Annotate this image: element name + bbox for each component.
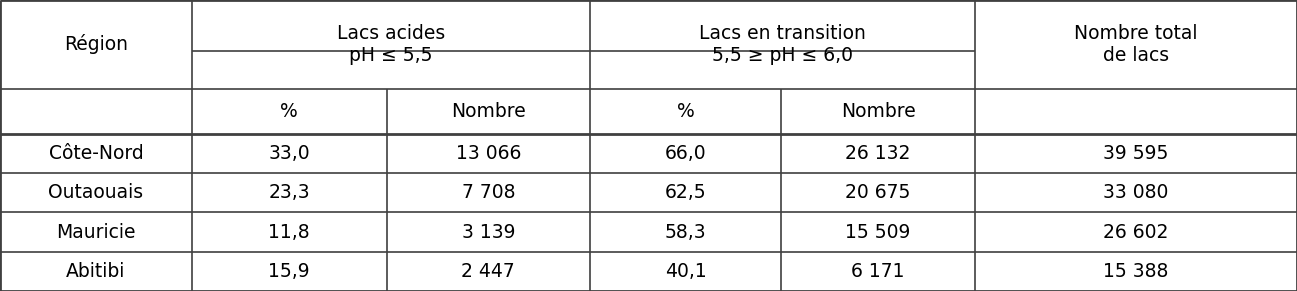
Text: 23,3: 23,3	[268, 183, 310, 202]
Text: 26 132: 26 132	[846, 144, 910, 163]
Text: 39 595: 39 595	[1104, 144, 1169, 163]
Text: %: %	[280, 102, 298, 121]
Text: Abitibi: Abitibi	[66, 262, 126, 281]
Text: Outaouais: Outaouais	[48, 183, 144, 202]
Text: 7 708: 7 708	[462, 183, 515, 202]
Text: %: %	[677, 102, 694, 121]
Text: 13 066: 13 066	[455, 144, 521, 163]
Text: 62,5: 62,5	[664, 183, 707, 202]
Text: 15,9: 15,9	[268, 262, 310, 281]
Text: Région: Région	[64, 34, 128, 54]
Text: 15 509: 15 509	[846, 223, 910, 242]
Text: 20 675: 20 675	[846, 183, 910, 202]
Text: 33 080: 33 080	[1104, 183, 1169, 202]
Text: 58,3: 58,3	[664, 223, 707, 242]
Text: 66,0: 66,0	[664, 144, 707, 163]
Text: 6 171: 6 171	[851, 262, 905, 281]
Text: 15 388: 15 388	[1104, 262, 1169, 281]
Text: Nombre: Nombre	[451, 102, 525, 121]
Text: 33,0: 33,0	[268, 144, 310, 163]
Text: Lacs acides
pH ≤ 5,5: Lacs acides pH ≤ 5,5	[337, 24, 445, 65]
Text: 26 602: 26 602	[1104, 223, 1169, 242]
Text: 11,8: 11,8	[268, 223, 310, 242]
Text: Lacs en transition
5,5 ≥ pH ≤ 6,0: Lacs en transition 5,5 ≥ pH ≤ 6,0	[699, 24, 866, 65]
Text: 3 139: 3 139	[462, 223, 515, 242]
Text: Côte-Nord: Côte-Nord	[48, 144, 144, 163]
Text: 40,1: 40,1	[664, 262, 707, 281]
Text: Mauricie: Mauricie	[56, 223, 136, 242]
Text: Nombre: Nombre	[840, 102, 916, 121]
Text: Nombre total
de lacs: Nombre total de lacs	[1074, 24, 1198, 65]
Text: 2 447: 2 447	[462, 262, 515, 281]
